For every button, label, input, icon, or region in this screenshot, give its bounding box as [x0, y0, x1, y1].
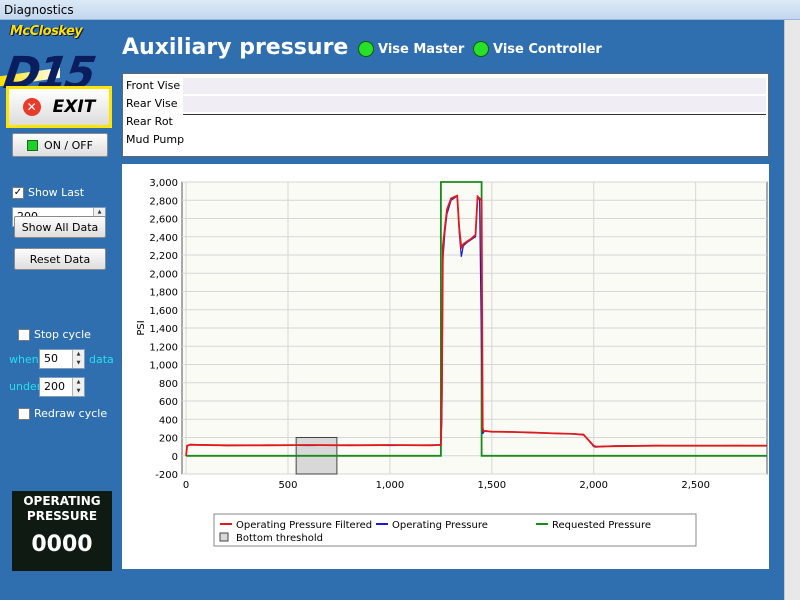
- under-spin-arrows[interactable]: ▲ ▼: [72, 378, 84, 396]
- operating-pressure-label: OPERATING PRESSURE: [12, 494, 112, 524]
- exit-button[interactable]: ✕ EXIT: [6, 86, 112, 128]
- legend-label: Operating Pressure Filtered: [236, 520, 372, 531]
- sensor-track: [183, 78, 766, 94]
- x-tick-label: 2,000: [579, 480, 608, 491]
- y-tick-label: -200: [155, 470, 178, 481]
- vise-master-indicator: Vise Master: [358, 41, 464, 57]
- operating-pressure-panel: OPERATING PRESSURE 0000: [12, 491, 112, 571]
- sensor-label-front-vise: Front Vise: [126, 79, 181, 92]
- sensor-line: [183, 114, 766, 115]
- x-tick-label: 2,500: [681, 480, 710, 491]
- spin-down-icon[interactable]: ▼: [76, 360, 81, 366]
- reset-data-label: Reset Data: [29, 252, 91, 266]
- y-tick-label: 1,600: [149, 306, 178, 317]
- y-axis-label: PSI: [136, 320, 147, 335]
- stop-cycle-checkbox-row[interactable]: Stop cycle: [18, 328, 91, 341]
- sensor-track: [183, 96, 766, 112]
- y-tick-label: 1,200: [149, 342, 178, 353]
- on-off-button[interactable]: ON / OFF: [12, 133, 108, 157]
- close-circle-icon: ✕: [22, 98, 41, 116]
- y-tick-label: 2,400: [149, 233, 178, 244]
- logo-brand: McCloskey: [10, 24, 83, 39]
- vise-controller-label: Vise Controller: [493, 41, 602, 57]
- y-tick-label: 600: [159, 397, 178, 408]
- y-tick-label: 0: [172, 452, 178, 463]
- on-off-label: ON / OFF: [44, 138, 93, 152]
- op-label-line2: PRESSURE: [26, 509, 98, 523]
- x-tick-label: 1,500: [478, 480, 507, 491]
- show-last-checkbox-row[interactable]: ✓ Show Last: [12, 186, 84, 199]
- stop-cycle-label: Stop cycle: [34, 328, 91, 341]
- spin-up-icon[interactable]: ▲: [97, 209, 102, 215]
- y-tick-label: 3,000: [149, 178, 178, 189]
- x-tick-label: 500: [278, 480, 297, 491]
- legend-label: Operating Pressure: [392, 520, 488, 531]
- y-tick-label: 2,800: [149, 196, 178, 207]
- under-value: 200: [44, 380, 65, 393]
- x-tick-label: 1,000: [376, 480, 405, 491]
- spin-up-icon[interactable]: ▲: [76, 351, 81, 357]
- legend-label: Requested Pressure: [552, 520, 651, 531]
- window-title: Diagnostics: [4, 3, 74, 17]
- power-led-icon: [27, 139, 39, 151]
- operating-pressure-value: 0000: [31, 532, 93, 557]
- y-tick-label: 2,000: [149, 269, 178, 280]
- show-all-data-label: Show All Data: [21, 220, 99, 234]
- status-led-icon: [358, 41, 374, 57]
- data-label: data: [89, 353, 114, 366]
- when-spin-arrows[interactable]: ▲ ▼: [72, 350, 84, 368]
- vise-master-label: Vise Master: [378, 41, 465, 57]
- reset-data-button[interactable]: Reset Data: [14, 248, 106, 270]
- legend-swatch: [219, 532, 229, 542]
- when-value: 50: [44, 352, 58, 365]
- page-title: Auxiliary pressure: [122, 35, 349, 60]
- spin-down-icon[interactable]: ▼: [76, 388, 81, 394]
- sensor-status-panel: Front Vise Rear Vise Rear Rot Mud Pump: [122, 73, 769, 157]
- redraw-cycle-checkbox-row[interactable]: Redraw cycle: [18, 407, 107, 420]
- y-tick-label: 400: [159, 415, 178, 426]
- y-tick-label: 800: [159, 379, 178, 390]
- vertical-scrollbar[interactable]: [784, 20, 800, 600]
- exit-label: EXIT: [52, 97, 96, 117]
- show-last-checkbox[interactable]: ✓: [12, 186, 24, 199]
- y-tick-label: 1,000: [149, 361, 178, 372]
- y-tick-label: 2,200: [149, 251, 178, 262]
- redraw-cycle-checkbox[interactable]: [18, 407, 30, 420]
- legend-box: [213, 513, 697, 547]
- stop-cycle-checkbox[interactable]: [18, 328, 30, 341]
- when-label: when: [9, 353, 39, 366]
- y-tick-label: 2,600: [149, 215, 178, 226]
- sensor-label-rear-vise: Rear Vise: [126, 97, 178, 110]
- legend-label: Bottom threshold: [236, 533, 323, 544]
- under-spinbox[interactable]: 200 ▲ ▼: [39, 377, 85, 397]
- show-last-label: Show Last: [28, 186, 85, 199]
- pressure-chart: -200 0 200 400 600 800 1,000 1,200 1,400 1,600 1,8…: [136, 178, 768, 547]
- op-label-line1: OPERATING: [23, 494, 101, 508]
- y-tick-label: 200: [159, 434, 178, 445]
- series-line-operating-pressure-filtered: [185, 194, 767, 456]
- vise-controller-indicator: Vise Controller: [473, 41, 602, 57]
- redraw-cycle-label: Redraw cycle: [34, 407, 108, 420]
- pressure-chart-area: -200 0 200 400 600 800 1,000 1,200 1,400 1,600 1,8…: [122, 164, 769, 569]
- x-tick-label: 0: [183, 480, 189, 491]
- sensor-label-rear-rot: Rear Rot: [126, 115, 173, 128]
- sensor-label-mud-pump: Mud Pump: [126, 133, 185, 146]
- when-spinbox[interactable]: 50 ▲ ▼: [39, 349, 85, 369]
- series-line-requested-pressure: [186, 181, 767, 457]
- spin-up-icon[interactable]: ▲: [76, 379, 81, 385]
- show-all-data-button[interactable]: Show All Data: [14, 216, 106, 238]
- y-tick-label: 1,800: [149, 288, 178, 299]
- under-label: under: [9, 380, 42, 393]
- window-titlebar: Diagnostics: [0, 0, 800, 20]
- y-tick-label: 1,400: [149, 324, 178, 335]
- status-led-icon: [473, 41, 489, 57]
